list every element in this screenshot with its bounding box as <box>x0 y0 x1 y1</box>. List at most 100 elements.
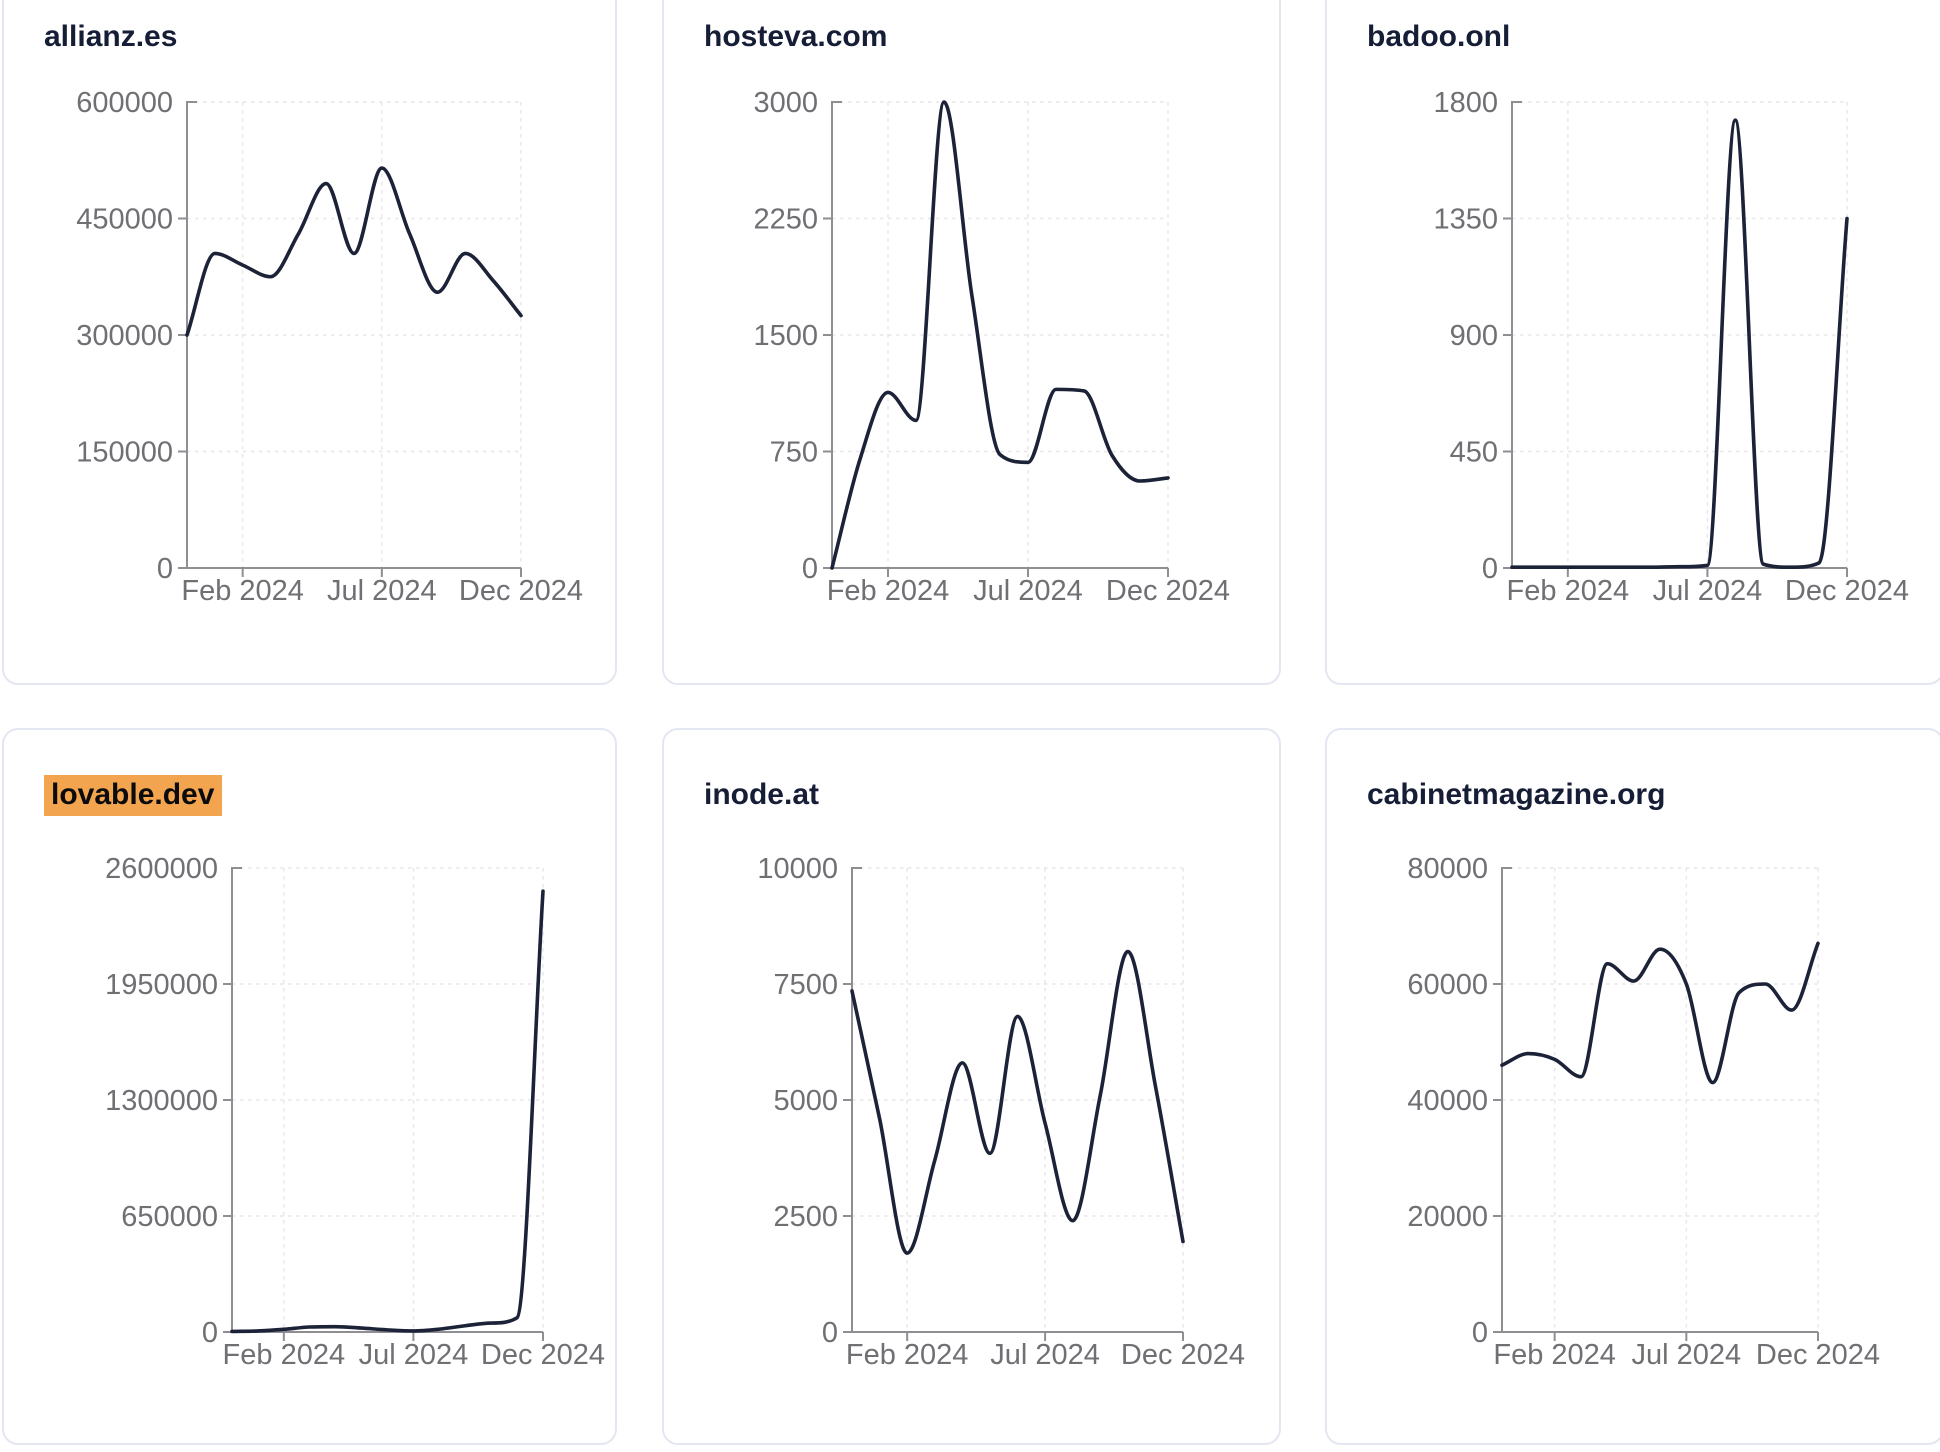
y-axis <box>1501 867 1512 1332</box>
series-line <box>850 949 1185 1255</box>
chart-title-text: hosteva.com <box>704 20 888 53</box>
y-axis <box>831 101 842 568</box>
x-tick-label: Jul 2024 <box>1653 575 1763 607</box>
highlighted-title-text: lovable.dev <box>44 775 223 816</box>
y-tick-label: 750 <box>770 436 818 468</box>
chart-card-cabinetmagazine: cabinetmagazine.org 0 20000 40000 60000 8000… <box>1325 728 1940 1445</box>
x-tick-label: Dec 2024 <box>1785 575 1909 607</box>
series-line <box>830 100 1170 570</box>
y-tick-label: 0 <box>202 1317 218 1349</box>
series-line <box>1510 118 1849 570</box>
chart-title-text: inode.at <box>704 778 820 811</box>
y-tick-label: 2500 <box>773 1201 838 1233</box>
chart-title: inode.at <box>704 778 819 811</box>
y-tick-label: 10000 <box>757 853 838 885</box>
chart-card-badoo: badoo.onl 0 450 900 1350 1800 Feb 2024 Jul 202… <box>1325 0 1940 685</box>
line-chart: 0 20000 40000 60000 80000 Feb 2024 Jul 2024 Dec… <box>1407 853 1880 1371</box>
x-tick-label: Feb 2024 <box>181 575 304 607</box>
tick-labels: 0 450 900 1350 1800 Feb 2024 Jul 2024 Dec 2024 <box>1433 87 1909 607</box>
y-tick-label: 80000 <box>1407 853 1488 885</box>
x-tick-label: Jul 2024 <box>327 575 437 607</box>
x-tick-label: Jul 2024 <box>973 575 1083 607</box>
gridlines <box>187 101 522 568</box>
x-tick-label: Dec 2024 <box>1756 1339 1880 1371</box>
x-tick-label: Feb 2024 <box>846 1339 969 1371</box>
y-tick-label: 2600000 <box>105 853 218 885</box>
line-chart: 0 750 1500 2250 3000 Feb 2024 Jul 2024 Dec 2024 <box>753 87 1230 607</box>
y-axis <box>851 867 862 1332</box>
tick-labels: 0 150000 300000 450000 600000 Feb 2024 Jul 202… <box>76 87 583 607</box>
x-tick-label: Feb 2024 <box>223 1339 346 1371</box>
series-line <box>185 166 523 337</box>
y-axis <box>186 101 197 568</box>
gridlines <box>832 101 1169 568</box>
axes <box>843 867 1184 1341</box>
x-tick-label: Dec 2024 <box>481 1339 605 1371</box>
axes <box>178 101 522 577</box>
axes <box>1503 101 1848 577</box>
y-tick-label: 0 <box>802 553 818 585</box>
chart-title-text: allianz.es <box>44 20 178 53</box>
chart-title: cabinetmagazine.org <box>1367 778 1665 811</box>
tick-labels: 0 750 1500 2250 3000 Feb 2024 Jul 2024 Dec 2024 <box>753 87 1230 607</box>
series-line <box>230 889 545 1334</box>
y-tick-label: 150000 <box>76 436 173 468</box>
y-tick-label: 1300000 <box>105 1085 218 1117</box>
x-tick-label: Jul 2024 <box>990 1339 1100 1371</box>
x-tick-label: Jul 2024 <box>359 1339 469 1371</box>
gridlines <box>852 867 1184 1332</box>
line-chart: 0 450 900 1350 1800 Feb 2024 Jul 2024 Dec 2024 <box>1433 87 1909 607</box>
axes <box>1493 867 1819 1341</box>
chart-title: allianz.es <box>44 20 177 53</box>
tick-labels: 0 20000 40000 60000 80000 Feb 2024 Jul 2024 Dec… <box>1407 853 1880 1371</box>
line-chart: 0 150000 300000 450000 600000 Feb 2024 Jul 202… <box>76 87 583 607</box>
x-tick-label: Feb 2024 <box>1507 575 1630 607</box>
y-tick-label: 1500 <box>753 320 818 352</box>
chart-title-text: badoo.onl <box>1367 20 1511 53</box>
y-axis <box>1511 101 1522 568</box>
x-tick-label: Feb 2024 <box>827 575 950 607</box>
chart-title-text: cabinetmagazine.org <box>1367 778 1666 811</box>
y-tick-label: 450 <box>1450 436 1498 468</box>
gridlines <box>232 867 544 1332</box>
y-tick-label: 40000 <box>1407 1085 1488 1117</box>
line-chart: 0 2500 5000 7500 10000 Feb 2024 Jul 2024 Dec 20… <box>757 853 1245 1371</box>
x-tick-label: Feb 2024 <box>1493 1339 1616 1371</box>
line-chart: 0 650000 1300000 1950000 2600000 Feb 2024 Jul … <box>105 853 605 1371</box>
chart-card-hosteva: hosteva.com 0 750 1500 2250 3000 Feb 2024 Jul … <box>662 0 1281 685</box>
y-tick-label: 0 <box>1482 553 1498 585</box>
x-tick-label: Dec 2024 <box>1121 1339 1245 1371</box>
y-tick-label: 900 <box>1450 320 1498 352</box>
chart-card-allianz: allianz.es 0 150000 300000 450000 600000 Feb … <box>2 0 617 685</box>
axes <box>823 101 1169 577</box>
axes <box>223 867 544 1341</box>
x-tick-label: Jul 2024 <box>1632 1339 1742 1371</box>
y-tick-label: 1950000 <box>105 969 218 1001</box>
tick-labels: 0 650000 1300000 1950000 2600000 Feb 2024 Jul … <box>105 853 605 1371</box>
chart-title: lovable.dev <box>44 775 223 816</box>
y-tick-label: 650000 <box>121 1201 218 1233</box>
tick-labels: 0 2500 5000 7500 10000 Feb 2024 Jul 2024 Dec 20… <box>757 853 1245 1371</box>
y-axis <box>231 867 242 1332</box>
chart-title: badoo.onl <box>1367 20 1510 53</box>
y-tick-label: 5000 <box>773 1085 838 1117</box>
y-tick-label: 450000 <box>76 203 173 235</box>
x-tick-label: Dec 2024 <box>459 575 583 607</box>
gridlines <box>1512 101 1848 568</box>
y-tick-label: 20000 <box>1407 1201 1488 1233</box>
series-line <box>1500 941 1820 1085</box>
chart-card-inode: inode.at 0 2500 5000 7500 10000 Feb 2024 Jul 2… <box>662 728 1281 1445</box>
y-tick-label: 7500 <box>773 969 838 1001</box>
y-tick-label: 0 <box>157 553 173 585</box>
x-tick-label: Dec 2024 <box>1106 575 1230 607</box>
y-tick-label: 1800 <box>1433 87 1498 119</box>
gridlines <box>1502 867 1819 1332</box>
y-tick-label: 1350 <box>1433 203 1498 235</box>
y-tick-label: 3000 <box>753 87 818 119</box>
chart-title: hosteva.com <box>704 20 887 53</box>
y-tick-label: 0 <box>1472 1317 1488 1349</box>
chart-card-lovable: lovable.dev 0 650000 1300000 1950000 2600000… <box>2 728 617 1445</box>
y-tick-label: 0 <box>822 1317 838 1349</box>
y-tick-label: 2250 <box>753 203 818 235</box>
y-tick-label: 300000 <box>76 320 173 352</box>
